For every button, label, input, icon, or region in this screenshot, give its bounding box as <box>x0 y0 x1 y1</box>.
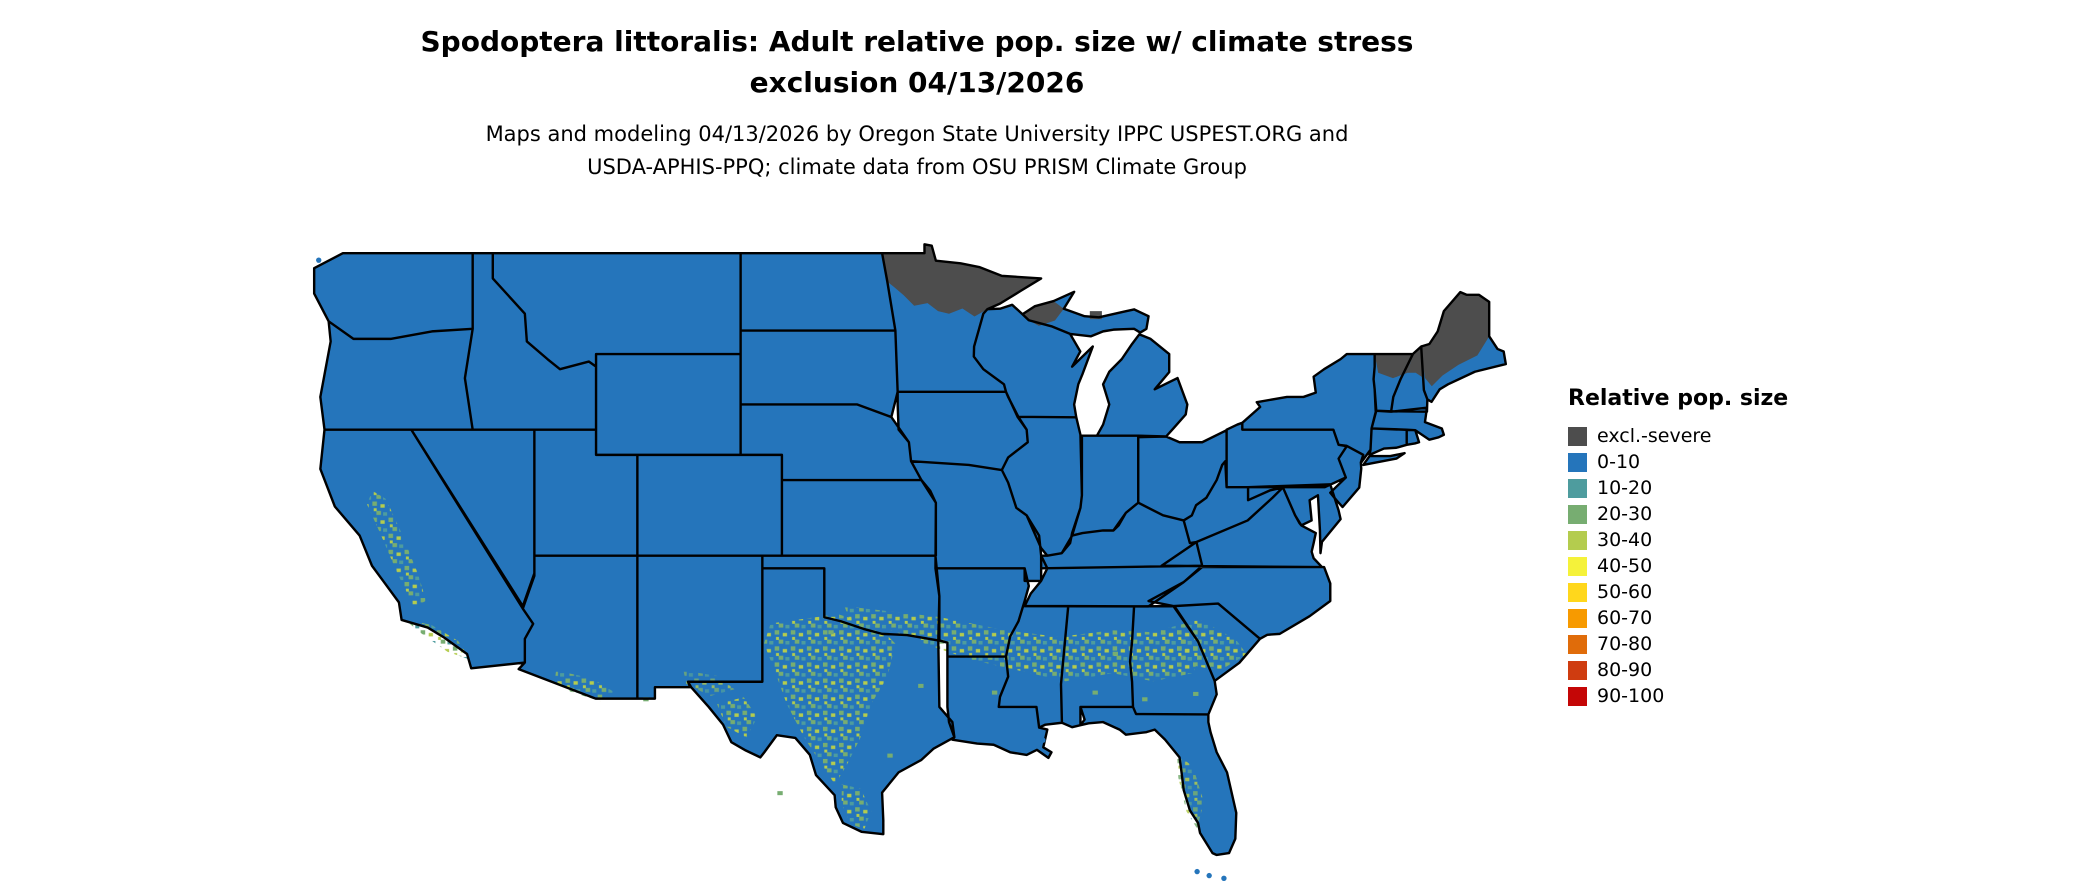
legend-swatch <box>1568 634 1587 654</box>
pop-region-central-texas <box>763 614 896 785</box>
pop-region-new-mexico <box>683 670 735 696</box>
pop-region-socal-coast <box>404 619 471 660</box>
legend-swatch <box>1568 556 1587 576</box>
legend-swatch <box>1568 582 1587 602</box>
chart-title-line1: Spodoptera littoralis: Adult relative po… <box>420 25 1414 58</box>
exclusion-region-maine <box>1421 292 1490 387</box>
pop-region-arizona <box>554 670 614 702</box>
chart-subtitle-line1: Maps and modeling 04/13/2026 by Oregon S… <box>485 122 1349 146</box>
legend-swatch <box>1568 660 1587 680</box>
pop-region-california-valley <box>367 490 427 608</box>
chart-subtitle-line2: USDA-APHIS-PPQ; climate data from OSU PR… <box>587 154 1247 179</box>
legend-label: 90-100 <box>1597 685 1665 707</box>
legend-title: Relative pop. size <box>1568 386 1789 411</box>
legend-swatch <box>1568 504 1587 524</box>
legend-label: 40-50 <box>1597 555 1653 577</box>
exclusion-region-wisconsin-upper-michigan <box>1022 301 1064 326</box>
legend-label: 0-10 <box>1597 451 1641 473</box>
pop-region-carolina-coast <box>1159 619 1247 671</box>
pop-region-florida <box>1176 753 1204 829</box>
legend: Relative pop. size excl.-severe 0-10 10-20… <box>1568 386 1828 709</box>
legend-item: 10-20 <box>1568 475 1828 501</box>
legend-swatch <box>1568 608 1587 628</box>
chart-title-line2: exclusion 04/13/2026 <box>749 65 1085 99</box>
exclusion-speck-upper-michigan <box>1089 311 1102 320</box>
legend-label: 70-80 <box>1597 633 1653 655</box>
legend-items: excl.-severe 0-10 10-20 20-30 30-40 40-50 50-6… <box>1568 423 1828 709</box>
legend-label: 20-30 <box>1597 503 1653 525</box>
elevated-pop-regions <box>367 490 1247 829</box>
legend-swatch <box>1568 686 1587 706</box>
legend-label: excl.-severe <box>1597 425 1712 447</box>
pop-region-west-texas <box>717 697 758 738</box>
legend-label: 80-90 <box>1597 659 1653 681</box>
legend-item: 60-70 <box>1568 605 1828 631</box>
legend-label: 30-40 <box>1597 529 1653 551</box>
states-fill-layer <box>314 244 1506 855</box>
exclusion-region-new-hampshire <box>1407 346 1424 379</box>
legend-swatch <box>1568 452 1587 472</box>
legend-label: 10-20 <box>1597 477 1653 499</box>
title-block: Spodoptera littoralis: Adult relative po… <box>0 22 1834 103</box>
coastal-islands <box>316 257 1227 881</box>
legend-label: 60-70 <box>1597 607 1653 629</box>
legend-swatch <box>1568 478 1587 498</box>
legend-swatch <box>1568 530 1587 550</box>
pop-region-south-texas <box>841 784 872 829</box>
pop-region-gulf-belt <box>844 606 1204 682</box>
legend-item: 20-30 <box>1568 501 1828 527</box>
us-map <box>312 243 1508 881</box>
legend-item: 90-100 <box>1568 683 1828 709</box>
legend-swatch <box>1568 426 1587 446</box>
legend-label: 50-60 <box>1597 581 1653 603</box>
exclusion-regions <box>882 244 1490 387</box>
legend-item: 80-90 <box>1568 657 1828 683</box>
subtitle-block: Maps and modeling 04/13/2026 by Oregon S… <box>0 118 1834 183</box>
legend-item: 30-40 <box>1568 527 1828 553</box>
legend-item: excl.-severe <box>1568 423 1828 449</box>
legend-item: 0-10 <box>1568 449 1828 475</box>
exclusion-region-minnesota <box>882 244 1042 317</box>
map-area <box>308 228 1527 885</box>
legend-item: 40-50 <box>1568 553 1828 579</box>
legend-item: 70-80 <box>1568 631 1828 657</box>
legend-item: 50-60 <box>1568 579 1828 605</box>
